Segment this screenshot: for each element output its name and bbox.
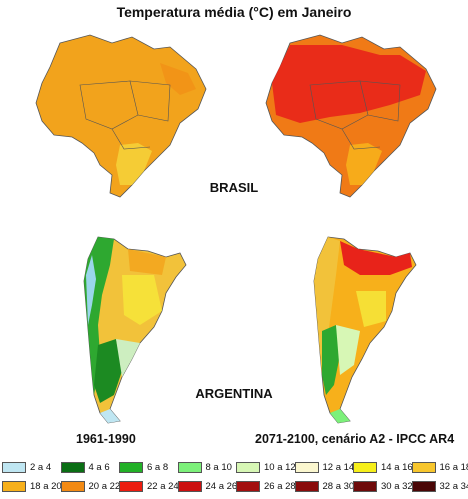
legend-item: 30 a 32: [353, 480, 413, 492]
legend-swatch: [60, 480, 85, 492]
legend-item: 2 a 4: [2, 461, 51, 473]
figure-title: Temperatura média (°C) em Janeiro: [116, 4, 352, 20]
legend-label: 14 a 16: [381, 461, 413, 473]
legend-item: 24 a 26: [177, 480, 238, 492]
brasil-label: BRASIL: [209, 180, 259, 195]
legend-label: 32 a 34: [439, 480, 468, 492]
legend-item: 16 a 18: [411, 461, 468, 473]
legend-swatch: [2, 461, 26, 473]
legend-label: 16 a 18: [439, 461, 468, 473]
legend-swatch: [177, 461, 202, 473]
argentina-map-2071-2100: [313, 236, 417, 424]
legend-item: 32 a 34: [411, 480, 468, 492]
legend-swatch: [294, 461, 319, 473]
legend-label: 2 a 4: [30, 461, 52, 473]
legend-swatch: [119, 480, 143, 492]
brasil-map-2071-2100: [265, 34, 437, 198]
legend-label: 18 a 20: [30, 480, 62, 492]
argentina-label: ARGENTINA: [195, 386, 273, 401]
legend-swatch: [236, 461, 260, 473]
legend-item: 10 a 12: [236, 461, 296, 473]
legend-item: 20 a 22: [60, 480, 121, 492]
legend-label: 28 a 30: [322, 480, 355, 492]
legend-item: 4 a 6: [60, 461, 110, 473]
legend-label: 4 a 6: [88, 461, 110, 473]
argentina-map-1961-1990: [83, 236, 187, 424]
legend-swatch: [411, 461, 436, 473]
legend-swatch: [177, 480, 202, 492]
period-2071-2100: 2071-2100, cenário A2 - IPCC AR4: [255, 432, 455, 446]
legend-swatch: [60, 461, 85, 473]
period-1961-1990: 1961-1990: [76, 432, 136, 446]
legend-label: 6 a 8: [147, 461, 169, 473]
legend-item: 28 a 30: [294, 480, 355, 492]
legend-swatch: [2, 480, 26, 492]
legend-item: 22 a 24: [119, 480, 179, 492]
legend-label: 30 a 32: [381, 480, 413, 492]
legend-swatch: [236, 480, 260, 492]
legend-item: 6 a 8: [119, 461, 168, 473]
legend-label: 20 a 22: [88, 480, 121, 492]
legend-item: 14 a 16: [353, 461, 413, 473]
legend-swatch: [294, 480, 319, 492]
legend-label: 24 a 26: [205, 480, 238, 492]
legend-label: 12 a 14: [322, 461, 355, 473]
legend-item: 26 a 28: [236, 480, 296, 492]
legend-label: 22 a 24: [147, 480, 179, 492]
legend-item: 12 a 14: [294, 461, 355, 473]
brasil-map-1961-1990: [35, 34, 207, 198]
legend-item: 18 a 20: [2, 480, 62, 492]
legend-label: 8 a 10: [205, 461, 232, 473]
legend-label: 26 a 28: [264, 480, 296, 492]
legend-swatch: [119, 461, 143, 473]
legend-swatch: [353, 461, 377, 473]
legend-swatch: [411, 480, 436, 492]
legend-label: 10 a 12: [264, 461, 296, 473]
legend-swatch: [353, 480, 377, 492]
legend-item: 8 a 10: [177, 461, 232, 473]
